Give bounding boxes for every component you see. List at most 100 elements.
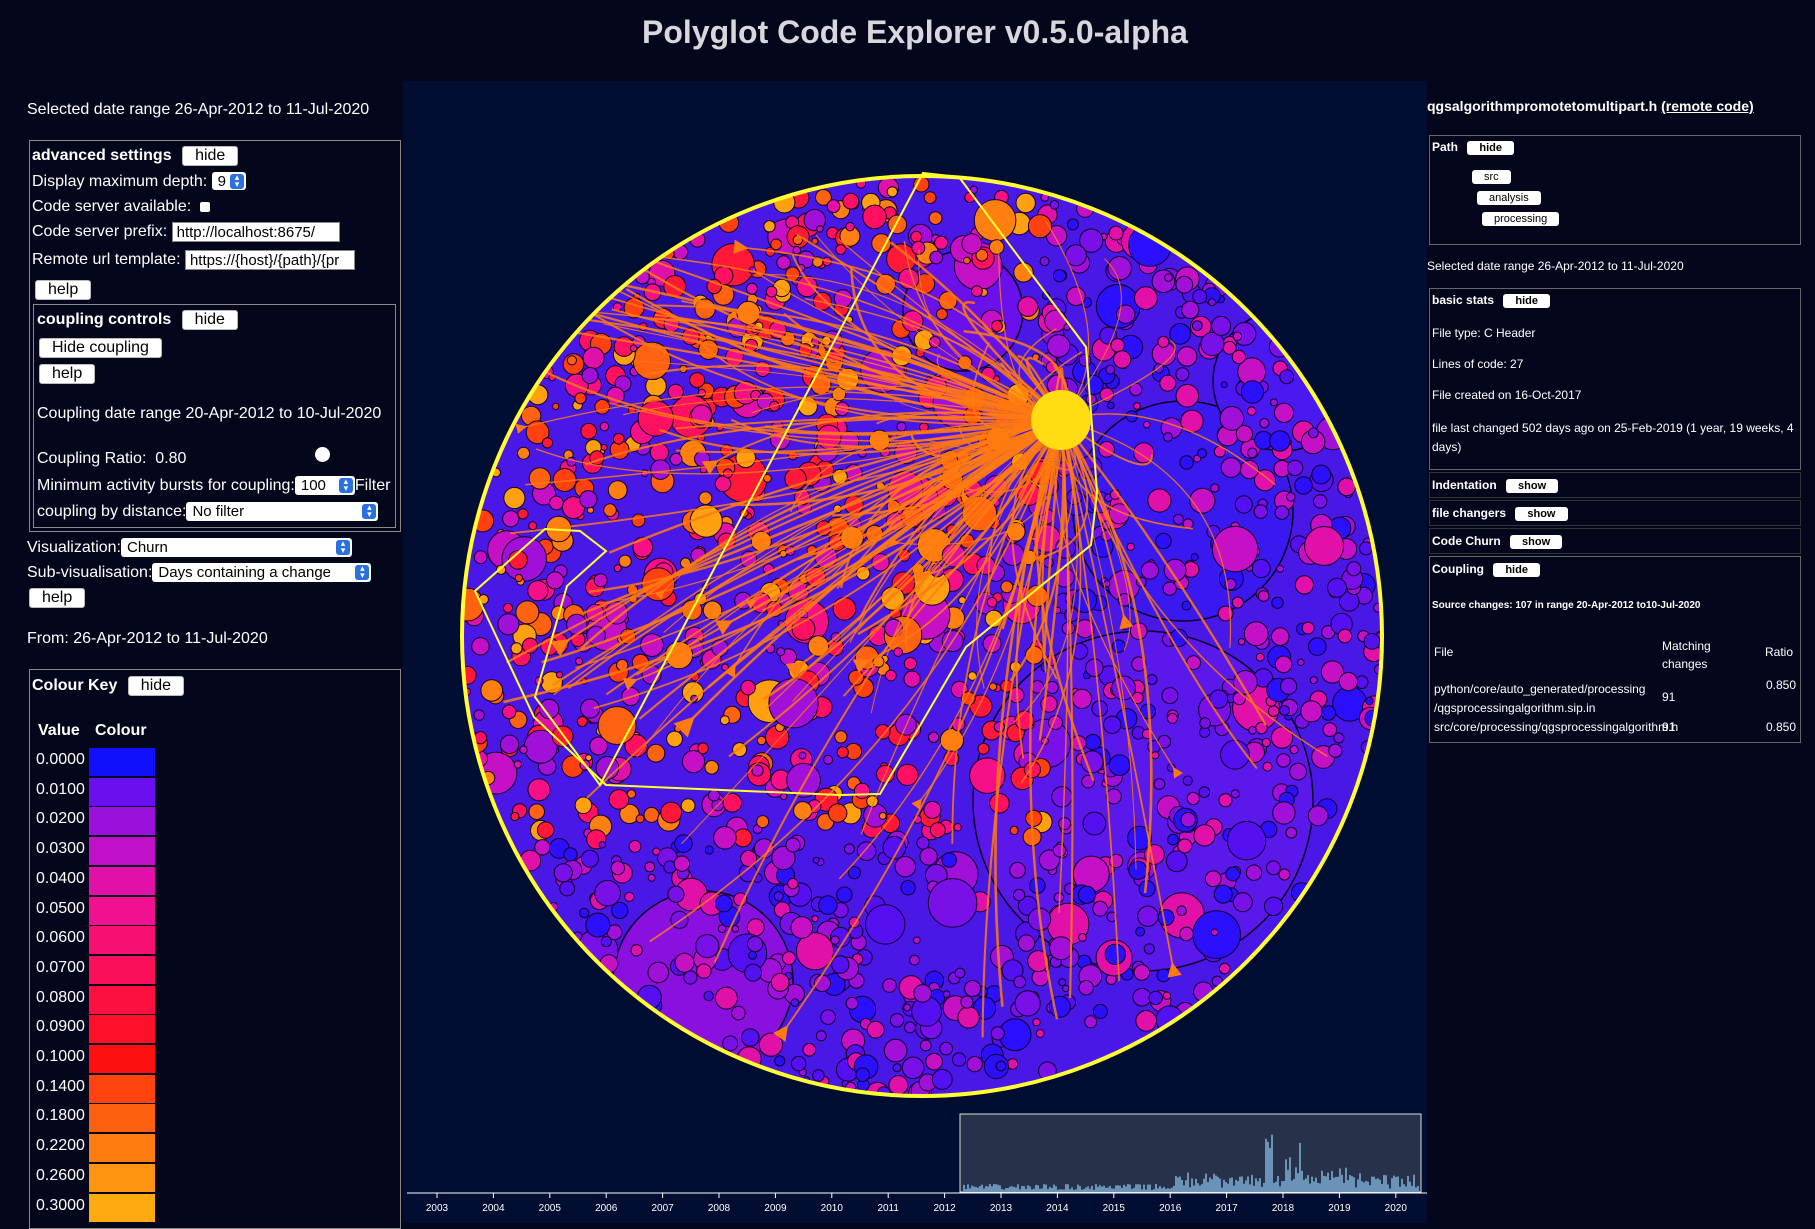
- file-cell[interactable]: [1243, 621, 1269, 647]
- file-cell[interactable]: [607, 480, 628, 501]
- file-cell[interactable]: [993, 721, 1006, 733]
- file-cell[interactable]: [1013, 975, 1027, 989]
- file-cell[interactable]: [1113, 350, 1132, 369]
- file-cell[interactable]: [1180, 812, 1196, 828]
- file-cell[interactable]: [866, 1020, 885, 1039]
- file-cell[interactable]: [451, 587, 485, 622]
- file-cell[interactable]: [811, 237, 819, 245]
- voronoi-treemap[interactable]: 2003 2004 2005 2006 2007 2008 2009 2010 2011 2012…: [403, 81, 1427, 1223]
- file-cell[interactable]: [1219, 406, 1245, 431]
- file-cell[interactable]: [1234, 495, 1253, 514]
- file-cell[interactable]: [510, 642, 523, 655]
- file-cell[interactable]: [1259, 418, 1270, 429]
- file-cell[interactable]: [923, 191, 937, 204]
- file-cell[interactable]: [517, 446, 530, 460]
- file-cell[interactable]: [1120, 620, 1131, 631]
- file-cell[interactable]: [1176, 905, 1187, 917]
- remote-code-link[interactable]: (remote code): [1661, 98, 1754, 114]
- file-cell[interactable]: [471, 637, 490, 656]
- file-cell[interactable]: [1099, 387, 1115, 403]
- file-cell[interactable]: [770, 972, 790, 992]
- file-cell[interactable]: [1133, 964, 1151, 981]
- file-cell[interactable]: [1235, 425, 1254, 443]
- file-cell[interactable]: [585, 912, 611, 938]
- file-cell[interactable]: [499, 734, 520, 754]
- file-cell[interactable]: [696, 963, 712, 979]
- file-cell[interactable]: [1300, 700, 1323, 723]
- file-cell[interactable]: [928, 211, 943, 226]
- file-cell[interactable]: [1267, 705, 1280, 718]
- file-cell[interactable]: [1218, 962, 1231, 975]
- file-cell[interactable]: [1179, 455, 1194, 470]
- file-cell[interactable]: [1279, 369, 1295, 385]
- file-cell[interactable]: [1143, 943, 1155, 955]
- file-cell[interactable]: [793, 801, 813, 821]
- file-cell[interactable]: [1043, 557, 1054, 569]
- file-cell[interactable]: [1338, 672, 1359, 692]
- file-cell[interactable]: [882, 835, 907, 860]
- file-cell[interactable]: [589, 736, 609, 756]
- file-cell[interactable]: [842, 192, 860, 210]
- file-cell[interactable]: [990, 1026, 1005, 1041]
- file-cell[interactable]: [1146, 674, 1158, 685]
- file-cell[interactable]: [845, 222, 855, 232]
- file-cell[interactable]: [695, 934, 720, 959]
- file-cell[interactable]: [1131, 656, 1147, 672]
- file-cell[interactable]: [603, 503, 617, 517]
- file-cell[interactable]: [942, 990, 951, 998]
- file-cell[interactable]: [1213, 884, 1233, 904]
- file-cell[interactable]: [714, 894, 733, 913]
- file-cell[interactable]: [1099, 326, 1118, 345]
- file-cell[interactable]: [1081, 774, 1095, 789]
- file-cell[interactable]: [831, 955, 850, 974]
- file-cell[interactable]: [1133, 442, 1155, 464]
- file-cell[interactable]: [1270, 627, 1290, 646]
- file-cell[interactable]: [527, 580, 549, 602]
- file-cell[interactable]: [1052, 843, 1067, 858]
- file-cell[interactable]: [1274, 505, 1290, 520]
- file-cell[interactable]: [593, 573, 608, 588]
- file-cell[interactable]: [901, 1056, 925, 1080]
- file-cell[interactable]: [813, 291, 832, 311]
- file-cell[interactable]: [1257, 590, 1270, 602]
- file-cell[interactable]: [836, 886, 853, 903]
- file-cell[interactable]: [1301, 621, 1315, 635]
- file-cell[interactable]: [1009, 825, 1019, 836]
- file-cell[interactable]: [1365, 696, 1374, 706]
- file-cell[interactable]: [1181, 300, 1200, 319]
- file-cell[interactable]: [1092, 1003, 1108, 1019]
- depth-select[interactable]: 9 ▴ ▾: [211, 172, 246, 190]
- file-cell[interactable]: [807, 635, 830, 657]
- file-cell[interactable]: [828, 803, 848, 823]
- file-cell[interactable]: [763, 473, 772, 483]
- file-cell[interactable]: [1064, 244, 1087, 267]
- file-cell[interactable]: [1066, 286, 1086, 307]
- file-cell[interactable]: [610, 860, 626, 876]
- file-cell[interactable]: [1363, 633, 1381, 650]
- file-cell[interactable]: [1253, 504, 1268, 519]
- file-cell[interactable]: [1014, 990, 1041, 1017]
- file-cell[interactable]: [706, 278, 722, 295]
- file-cell[interactable]: [1032, 1018, 1041, 1027]
- file-cell[interactable]: [1049, 200, 1060, 210]
- file-cell[interactable]: [594, 399, 610, 415]
- file-cell[interactable]: [1232, 331, 1243, 341]
- file-cell[interactable]: [600, 935, 612, 948]
- file-cell[interactable]: [1107, 256, 1132, 281]
- file-cell[interactable]: [1182, 775, 1193, 786]
- file-cell[interactable]: [929, 822, 946, 839]
- file-cell[interactable]: [458, 665, 477, 685]
- file-cell[interactable]: [823, 754, 834, 765]
- file-cell[interactable]: [1107, 401, 1115, 410]
- file-cell[interactable]: [1133, 402, 1141, 410]
- file-cell[interactable]: [995, 1060, 1007, 1072]
- file-cell[interactable]: [1084, 1015, 1098, 1029]
- file-cell[interactable]: [1092, 900, 1109, 917]
- file-cell[interactable]: [1151, 751, 1160, 760]
- coupled-file-2[interactable]: src/core/processing/qgsprocessingalgorit…: [1434, 720, 1679, 734]
- file-cell[interactable]: [835, 244, 847, 255]
- coupling-distance-select[interactable]: No filter ▴ ▾: [186, 502, 379, 521]
- file-cell[interactable]: [1163, 558, 1187, 582]
- file-cell[interactable]: [903, 1003, 912, 1012]
- file-cell[interactable]: [1270, 398, 1278, 407]
